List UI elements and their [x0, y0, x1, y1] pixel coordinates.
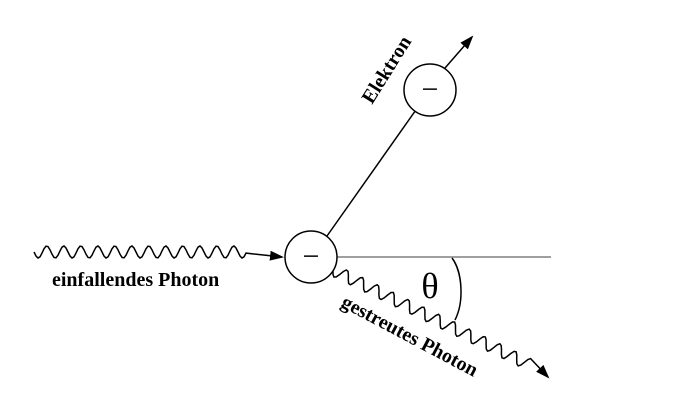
incident-photon-wave: [33, 245, 284, 261]
incident-photon-label: einfallendes Photon: [52, 269, 219, 291]
scattered-photon-wave: [332, 269, 550, 379]
electron-path-line: [326, 106, 419, 237]
angle-label: θ: [421, 266, 438, 306]
electron-at-rest: [284, 230, 338, 284]
recoil-electron-charge: −: [422, 73, 439, 106]
electron-arrow: [444, 35, 474, 69]
recoil-electron: [403, 63, 457, 117]
electron-at-rest-charge: −: [303, 240, 320, 273]
angle-arc: [451, 257, 462, 321]
